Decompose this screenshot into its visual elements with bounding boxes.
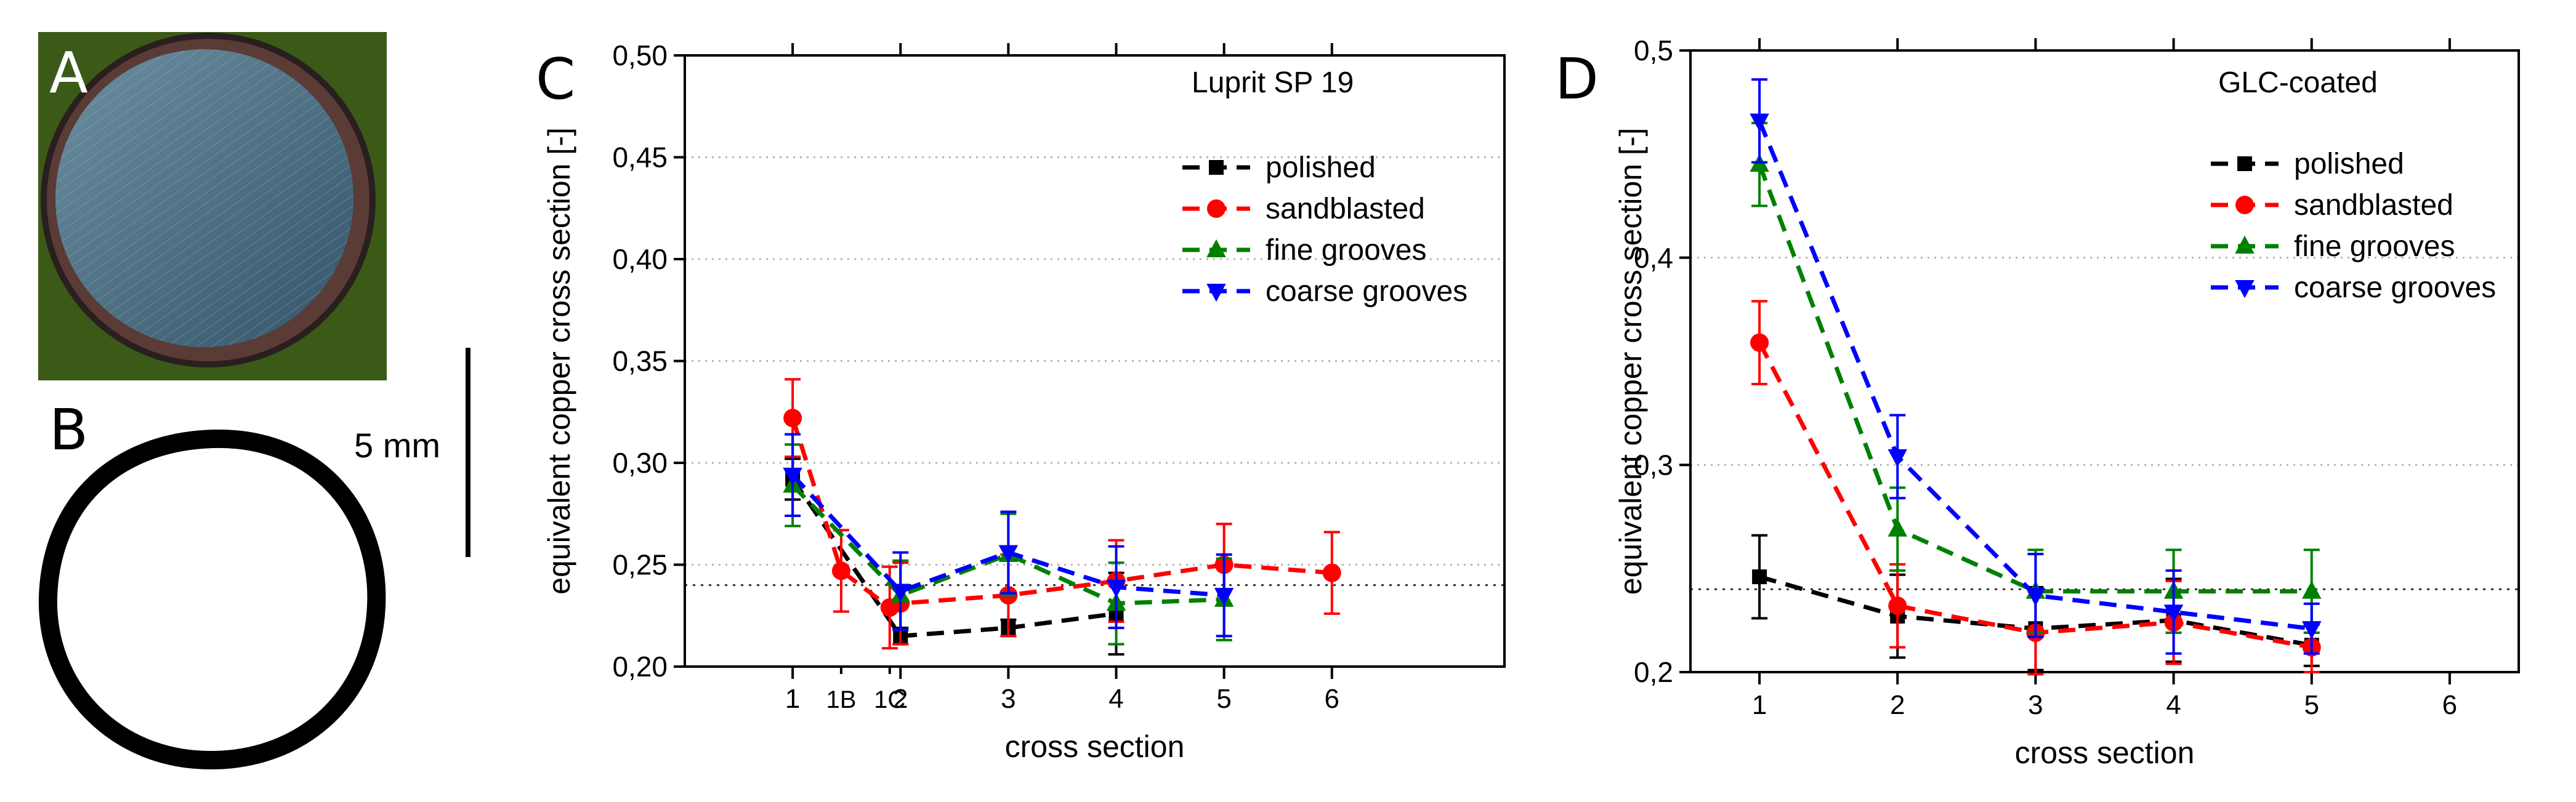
- x-tick-label: 1C: [874, 686, 905, 713]
- legend-item-sandblasted: sandblasted: [1182, 193, 1425, 225]
- legend-item-fine-grooves: fine grooves: [2211, 230, 2455, 263]
- data-point: [2025, 588, 2046, 606]
- legend-marker: [1206, 239, 1226, 257]
- legend: polished sandblasted fine grooves coarse gr…: [2211, 148, 2496, 304]
- data-point: [998, 545, 1019, 563]
- cross-section-ring: B: [38, 397, 386, 770]
- data-point: [1752, 569, 1767, 585]
- legend-item-polished: polished: [1182, 151, 1376, 184]
- y-tick-label: 0,25: [612, 549, 668, 581]
- x-tick-label: 1: [785, 684, 800, 714]
- panel-label-c: C: [536, 46, 575, 112]
- x-tick-label: 6: [2442, 690, 2457, 720]
- chart-luprit: C 0,20 0,25 0,30 0,35 0,40 0,45 0,50 1 1B 1C2 3 4 5 6 c…: [536, 39, 1506, 764]
- legend-item-polished: polished: [2211, 148, 2404, 180]
- panel-label-d: D: [1555, 46, 1599, 112]
- chart-glc: D 0,2 0,3 0,4 0,5 1 2 3 4 5 6 cross section equivale…: [1555, 34, 2520, 770]
- x-tick-label: 4: [2166, 690, 2181, 720]
- legend-marker: [1207, 199, 1225, 218]
- data-point: [1750, 333, 1769, 352]
- legend-label: coarse grooves: [1266, 275, 1468, 308]
- x-axis-label: cross section: [1005, 729, 1185, 764]
- data-point: [783, 467, 802, 486]
- y-tick-label: 0,4: [1634, 242, 1673, 274]
- legend-label: polished: [2294, 148, 2404, 180]
- data-point: [1214, 588, 1234, 606]
- x-tick-label: 3: [1001, 684, 1015, 714]
- legend-item-coarse-grooves: coarse grooves: [1182, 275, 1468, 308]
- legend-label: sandblasted: [2294, 189, 2453, 222]
- series-coarse-grooves: [783, 433, 1234, 638]
- data-point: [2163, 604, 2184, 623]
- data-point: [831, 561, 850, 580]
- legend-label: coarse grooves: [2294, 271, 2496, 304]
- legend-item-coarse-grooves: coarse grooves: [2211, 271, 2496, 304]
- x-tick-label: 5: [1216, 684, 1231, 714]
- legend-label: fine grooves: [2294, 230, 2455, 263]
- y-tick-label: 0,30: [612, 447, 668, 479]
- legend-label: sandblasted: [1266, 193, 1425, 225]
- ring-shape: [38, 429, 386, 770]
- data-point: [2302, 580, 2322, 599]
- data-point: [890, 583, 911, 602]
- x-axis-label: cross section: [2015, 736, 2195, 770]
- y-tick-label: 0,3: [1634, 449, 1673, 481]
- x-tick-label: 1: [1752, 690, 1767, 720]
- data-point: [1106, 579, 1126, 598]
- legend-marker: [2235, 280, 2255, 299]
- y-tick-label: 0,2: [1634, 656, 1673, 688]
- x-tick-label: 2: [893, 684, 908, 714]
- legend-item-sandblasted: sandblasted: [2211, 189, 2453, 222]
- series-sandblasted: [783, 378, 1341, 650]
- series-line: [790, 417, 1333, 610]
- data-point: [783, 409, 802, 428]
- scale-bar-label: 5 mm: [354, 426, 440, 465]
- x-tick-label: 2: [1890, 690, 1905, 720]
- legend-label: polished: [1266, 151, 1376, 184]
- y-tick-label: 0,45: [612, 142, 668, 174]
- legend-marker: [1209, 160, 1224, 175]
- x-tick-label: 1B: [826, 686, 856, 713]
- chart-title: GLC-coated: [2218, 66, 2378, 99]
- series-line: [791, 478, 1116, 639]
- x-tick-label: 3: [2028, 690, 2043, 720]
- data-point: [1888, 596, 1907, 616]
- y-tick-label: 0,35: [612, 345, 668, 377]
- plot-frame: [1689, 49, 2520, 673]
- data-point: [1322, 563, 1341, 582]
- x-tick-label: 4: [1108, 684, 1123, 714]
- y-tick-label: 0,50: [612, 39, 668, 71]
- data-point: [1750, 113, 1769, 132]
- data-point: [2302, 621, 2322, 640]
- legend-marker: [2235, 235, 2255, 254]
- y-tick-label: 0,5: [1634, 34, 1673, 66]
- x-tick-label: 6: [1325, 684, 1339, 714]
- chart-title: Luprit SP 19: [1192, 66, 1354, 99]
- y-axis-label: equivalent copper cross section [-]: [542, 127, 576, 595]
- scale-bar: 5 mm: [354, 348, 470, 557]
- panel-label-a: A: [49, 40, 88, 106]
- series-coarse-grooves: [1750, 78, 2322, 655]
- legend-item-fine-grooves: fine grooves: [1182, 234, 1427, 267]
- legend-marker: [2237, 156, 2252, 171]
- y-tick-label: 0,20: [612, 651, 668, 683]
- data-point: [1888, 449, 1907, 468]
- sample-photo: A: [38, 32, 387, 380]
- legend-marker: [2235, 196, 2254, 214]
- y-axis-label: equivalent copper cross section [-]: [1613, 128, 1648, 595]
- legend-label: fine grooves: [1266, 234, 1427, 267]
- x-tick-label: 5: [2304, 690, 2319, 720]
- series-line: [1757, 163, 2312, 594]
- legend: polished sandblasted fine grooves coarse gr…: [1182, 151, 1468, 308]
- photo-disc-texture: [55, 49, 353, 347]
- panel-label-b: B: [49, 397, 88, 463]
- legend-marker: [1206, 284, 1226, 302]
- y-tick-label: 0,40: [612, 243, 668, 275]
- data-point: [1888, 518, 1907, 537]
